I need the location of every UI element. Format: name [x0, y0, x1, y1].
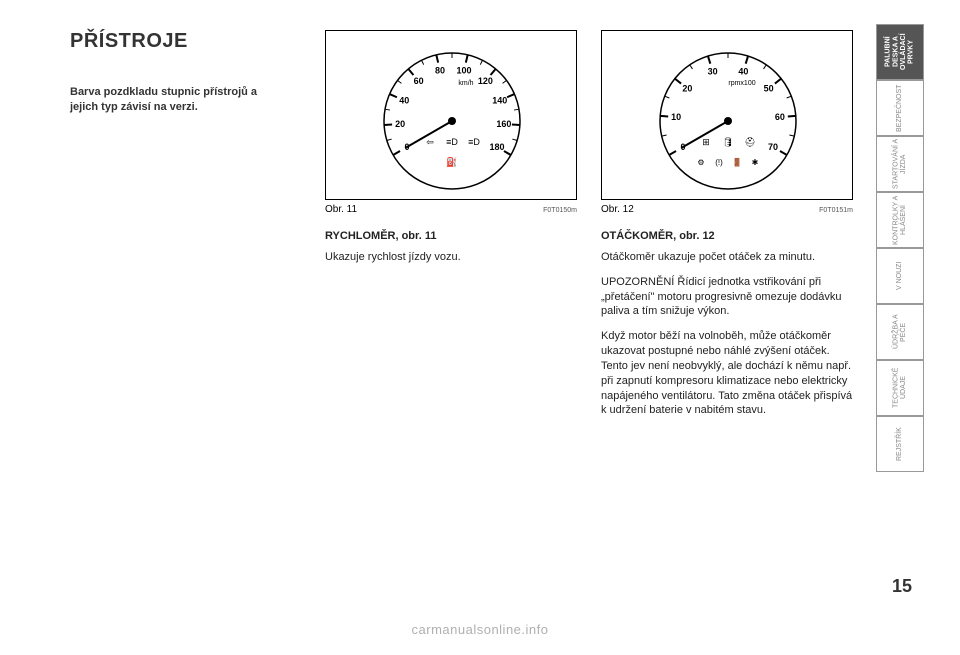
svg-text:km/h: km/h: [458, 80, 473, 87]
tachometer-body2: UPOZORNĚNÍ Řídicí jednotka vstřikování p…: [601, 275, 853, 320]
page-number: 15: [892, 576, 912, 597]
svg-text:40: 40: [738, 66, 748, 76]
side-tab-2[interactable]: STARTOVÁNÍ A JÍZDA: [876, 136, 924, 192]
highbeam-icon: ≡D: [446, 137, 458, 147]
svg-text:180: 180: [490, 142, 505, 152]
speedometer-box: 020406080100120140160180km/h⇦≡D≡D⛽: [325, 30, 577, 200]
tachometer-box: 010203040506070rpmx100⊞🛢⛑⚙(!)🚪✱: [601, 30, 853, 200]
handbrake-icon: (!): [715, 158, 723, 167]
svg-text:20: 20: [682, 84, 692, 94]
svg-text:rpmx100: rpmx100: [728, 80, 755, 87]
footer-watermark: carmanualsonline.info: [0, 622, 960, 637]
svg-text:140: 140: [492, 95, 507, 105]
seatbelt-icon: ⛑: [744, 137, 755, 147]
tachometer-subheading: OTÁČKOMĚR, obr. 12: [601, 229, 853, 244]
side-tab-6[interactable]: TECHNICKÉ ÚDAJE: [876, 360, 924, 416]
side-tab-5[interactable]: ÚDRŽBA A PÉČE: [876, 304, 924, 360]
svg-text:30: 30: [708, 66, 718, 76]
turn-left-icon: ⇦: [426, 137, 434, 147]
side-tab-3[interactable]: KONTROLKY A HLÁŠENÍ: [876, 192, 924, 248]
airbag-icon: ✱: [752, 158, 759, 167]
oil-icon: 🛢: [722, 137, 733, 147]
svg-text:60: 60: [414, 76, 424, 86]
svg-text:70: 70: [768, 142, 778, 152]
battery-icon: ⊞: [702, 137, 710, 147]
lowbeam-icon: ≡D: [468, 137, 480, 147]
svg-text:40: 40: [399, 95, 409, 105]
svg-text:10: 10: [671, 112, 681, 122]
fuel-icon: ⛽: [446, 156, 457, 167]
tachometer-body3: Když motor běží na volnoběh, může otáčko…: [601, 329, 853, 418]
figure-speedometer: 020406080100120140160180km/h⇦≡D≡D⛽ Obr. …: [325, 30, 577, 428]
svg-text:80: 80: [435, 65, 445, 75]
side-tabs: PALUBNÍ DESKA A OVLÁDACÍ PRVKYBEZPEČNOST…: [876, 24, 924, 472]
tachometer-fig-label: Obr. 12: [601, 204, 634, 215]
svg-text:160: 160: [496, 119, 511, 129]
side-tab-4[interactable]: V NOUZI: [876, 248, 924, 304]
side-tab-7[interactable]: REJSTŘÍK: [876, 416, 924, 472]
svg-text:60: 60: [775, 112, 785, 122]
svg-text:120: 120: [478, 76, 493, 86]
svg-text:20: 20: [395, 119, 405, 129]
speedometer-fig-label: Obr. 11: [325, 204, 357, 215]
figures-row: 020406080100120140160180km/h⇦≡D≡D⛽ Obr. …: [325, 30, 853, 428]
speedometer-text: RYCHLOMĚR, obr. 11 Ukazuje rychlost jízd…: [325, 229, 577, 265]
door-icon: 🚪: [732, 157, 742, 167]
svg-text:100: 100: [456, 65, 471, 75]
speedometer-subheading: RYCHLOMĚR, obr. 11: [325, 229, 577, 244]
intro-text: Barva pozdkladu stupnic přístrojů a jeji…: [70, 85, 270, 116]
svg-text:50: 50: [764, 84, 774, 94]
tachometer-body1: Otáčkoměr ukazuje počet otáček za minutu…: [601, 250, 853, 265]
tachometer-fig-code: F0T0151m: [819, 207, 853, 214]
tachometer-text: OTÁČKOMĚR, obr. 12 Otáčkoměr ukazuje poč…: [601, 229, 853, 418]
speedometer-fig-code: F0T0150m: [543, 207, 577, 214]
engine-icon: ⚙: [697, 158, 704, 167]
side-tab-1[interactable]: BEZPEČNOST: [876, 80, 924, 136]
figure-tachometer: 010203040506070rpmx100⊞🛢⛑⚙(!)🚪✱ Obr. 12 …: [601, 30, 853, 428]
side-tab-0[interactable]: PALUBNÍ DESKA A OVLÁDACÍ PRVKY: [876, 24, 924, 80]
speedometer-body: Ukazuje rychlost jízdy vozu.: [325, 250, 577, 265]
